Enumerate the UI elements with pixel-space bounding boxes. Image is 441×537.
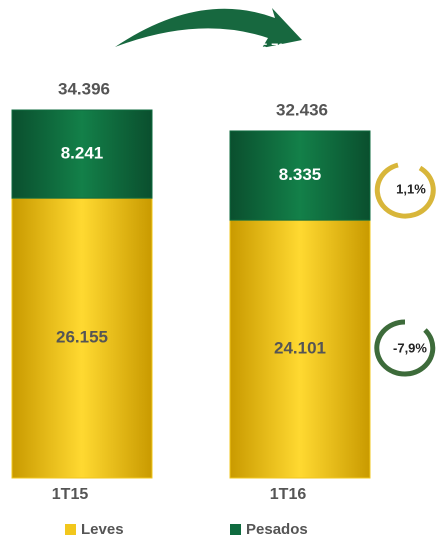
legend-label: Leves <box>81 521 124 537</box>
badge-ring <box>374 162 436 219</box>
trend-arrow <box>115 8 302 48</box>
value-label: 24.101 <box>274 339 326 358</box>
value-label: 8.241 <box>61 144 104 163</box>
bar-segment <box>229 130 371 221</box>
badge-ring <box>374 319 436 377</box>
legend-swatch <box>230 524 241 535</box>
pesados-change: 1,1% <box>396 181 426 196</box>
total-label: 34.396 <box>58 79 110 98</box>
value-label: 26.155 <box>56 328 108 347</box>
category-label: 1T16 <box>270 486 307 503</box>
legend-label: Pesados <box>246 521 308 537</box>
legend-swatch <box>65 524 76 535</box>
total-change: -5,7% <box>256 40 290 55</box>
bar-segment <box>11 197 153 479</box>
bar-segment <box>229 219 371 479</box>
leves-change: -7,9% <box>393 340 427 355</box>
bar-segment <box>11 109 153 199</box>
value-label: 8.335 <box>279 165 322 184</box>
category-label: 1T15 <box>52 486 89 503</box>
total-label: 32.436 <box>276 100 328 119</box>
